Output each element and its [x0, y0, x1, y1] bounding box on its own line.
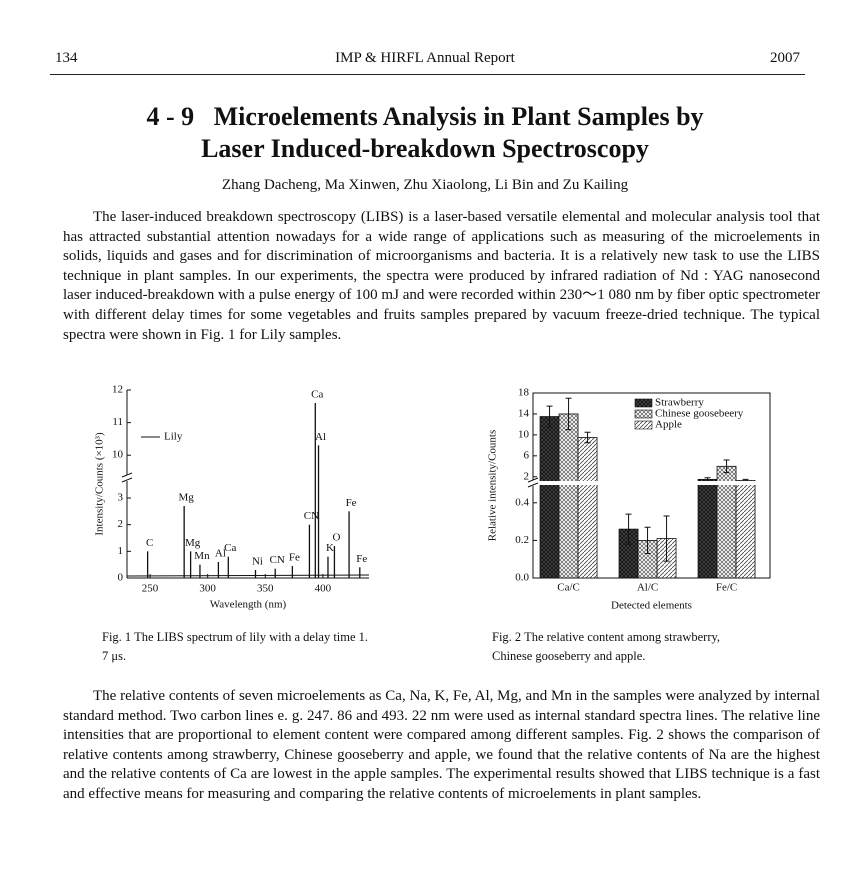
article-number: 4 - 9	[146, 102, 195, 131]
peak-label: O	[332, 532, 340, 544]
header-rule	[50, 74, 805, 75]
axis-break	[527, 477, 539, 483]
y-tick-label: 6	[524, 449, 530, 461]
error-bar	[723, 459, 730, 474]
y-axis-label: Relative intensity/Counts	[487, 430, 499, 542]
y-tick-label: 12	[112, 384, 123, 396]
x-tick-label: 250	[142, 583, 159, 595]
x-axis-label: Detected elements	[611, 600, 692, 612]
error-bar	[663, 515, 670, 562]
x-tick-label: Ca/C	[557, 582, 580, 594]
y-tick-label: 3	[118, 492, 124, 504]
axis-break	[121, 477, 133, 483]
y-axis-label: Intensity/Counts (×10³)	[94, 432, 106, 536]
peak-label: Ca	[224, 542, 236, 554]
x-axis-label: Wavelength (nm)	[210, 599, 287, 611]
bar	[558, 413, 579, 579]
axis-break	[527, 482, 539, 488]
y-tick-label: 1	[118, 545, 124, 557]
figure-caption: Fig. 1 The LIBS spectrum of lily with a …	[102, 630, 369, 663]
error-bar	[704, 477, 711, 482]
page-number: 134	[55, 50, 78, 66]
x-tick-label: 350	[257, 583, 274, 595]
x-tick-label: Al/C	[637, 582, 658, 594]
axis-break	[122, 475, 132, 481]
peak-label: Fe	[289, 552, 300, 564]
baseline	[126, 574, 370, 577]
y-tick-label: 0	[118, 572, 124, 584]
error-bar	[565, 397, 572, 431]
peak-label: CN	[270, 554, 285, 566]
error-bar	[546, 405, 553, 428]
y-tick-label: 0.0	[515, 572, 529, 584]
y-tick-label: 11	[112, 416, 123, 428]
y-tick-label: 0.2	[515, 534, 529, 546]
bar	[697, 478, 718, 579]
journal: IMP & HIRFL Annual Report	[335, 50, 515, 66]
error-bar	[644, 526, 651, 555]
y-tick-label: 14	[518, 407, 530, 419]
legend-swatch	[634, 409, 653, 419]
peak-label: Ca	[311, 389, 323, 401]
title-text: Microelements Analysis in Plant Samples …	[213, 102, 704, 131]
peak-label: K	[326, 542, 334, 554]
legend-swatch	[634, 420, 653, 430]
axis-break	[528, 480, 538, 486]
x-tick-label: 400	[315, 583, 332, 595]
year: 2007	[770, 50, 800, 66]
bar	[577, 437, 598, 579]
bar	[735, 480, 756, 579]
axis-break	[534, 481, 769, 485]
bar	[539, 416, 560, 579]
title-line: 4 - 9 Microelements Analysis in Plant Sa…	[0, 101, 850, 133]
peak-label: Mg	[179, 492, 195, 504]
error-bar	[625, 513, 632, 545]
legend-swatch	[634, 398, 653, 408]
x-tick-label: 300	[199, 583, 216, 595]
axis-break	[121, 472, 133, 478]
paragraph: The relative contents of seven microelem…	[63, 688, 820, 802]
peak-label: Mn	[194, 550, 210, 562]
peak-label: Al	[315, 431, 326, 443]
legend-label: Strawberry	[655, 397, 704, 409]
error-bar	[584, 431, 591, 444]
y-tick-label: 10	[518, 428, 530, 440]
paragraph: The laser-induced breakdown spectroscopy…	[63, 209, 820, 343]
peak-label: Fe	[356, 553, 367, 565]
y-tick-label: 0.4	[515, 496, 529, 508]
legend-label: Apple	[655, 419, 682, 431]
legend-label: Chinese goosebeery	[655, 408, 744, 420]
x-tick-label: Fe/C	[716, 582, 737, 594]
y-tick-label: 2	[118, 518, 124, 530]
peak-label: Al	[215, 548, 226, 560]
title-line: Laser Induced-breakdown Spectroscopy	[201, 134, 649, 163]
y-tick-label: 2	[524, 470, 530, 482]
figure-caption: Fig. 2 The relative content among strawb…	[492, 630, 721, 663]
peak-label: Ni	[252, 556, 263, 568]
peak-label: Mg	[185, 537, 201, 549]
y-tick-label: 10	[112, 449, 124, 461]
peak-label: C	[146, 537, 153, 549]
legend-label: Lily	[164, 431, 183, 443]
peak-label: Fe	[346, 497, 357, 509]
peak-label: CN	[304, 510, 319, 522]
authors: Zhang Dacheng, Ma Xinwen, Zhu Xiaolong, …	[221, 177, 629, 193]
y-tick-label: 18	[518, 387, 530, 399]
